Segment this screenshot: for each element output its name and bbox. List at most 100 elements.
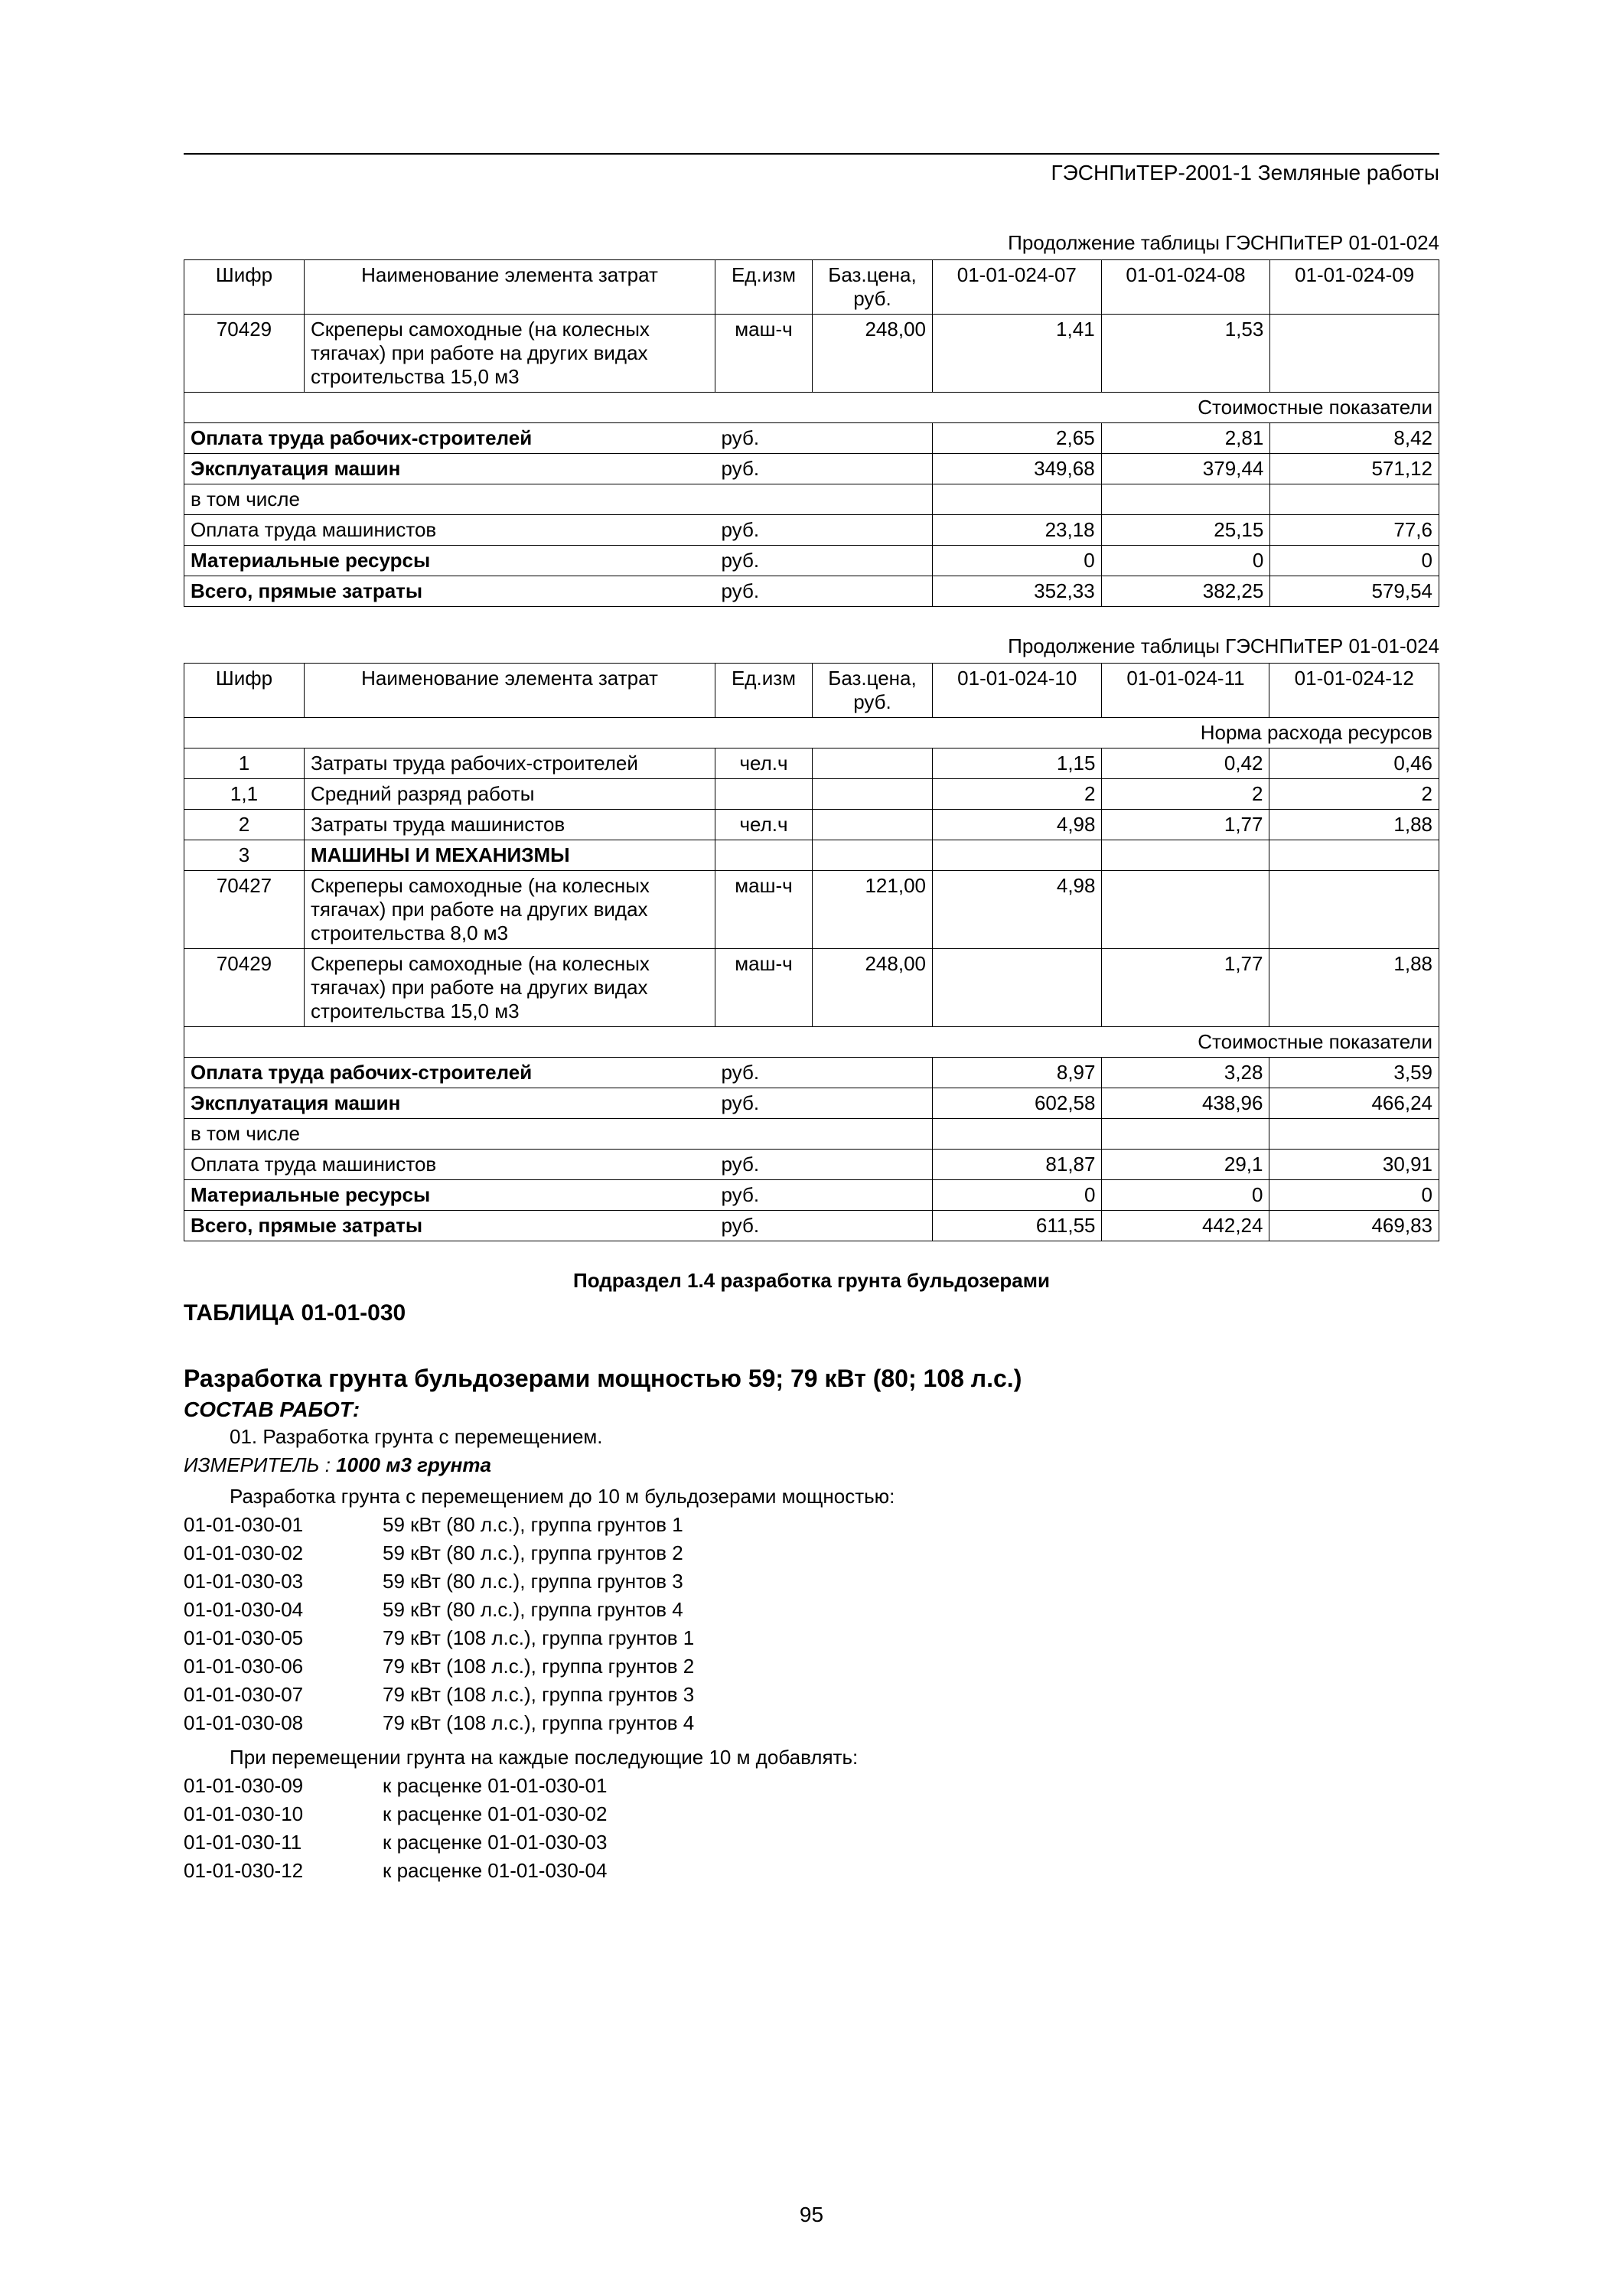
- cost-unit: руб.: [715, 1088, 813, 1119]
- cell-v3: 1,88: [1269, 810, 1439, 840]
- cell-name: Средний разряд работы: [305, 779, 715, 810]
- cell-v2: 1,53: [1101, 315, 1270, 393]
- cost-v2: 438,96: [1102, 1088, 1269, 1119]
- cell-price: [813, 810, 933, 840]
- cell-unit: [715, 840, 813, 871]
- th-price: Баз.цена, руб.: [813, 664, 933, 718]
- th-c2: 01-01-024-11: [1102, 664, 1269, 718]
- code-text: 59 кВт (80 л.с.), группа грунтов 3: [383, 1570, 683, 1593]
- th-c1: 01-01-024-07: [933, 260, 1102, 315]
- cost-v3: 0: [1269, 1180, 1439, 1211]
- cell-v1: 4,98: [933, 871, 1102, 949]
- measure-label: ИЗМЕРИТЕЛЬ :: [184, 1453, 331, 1476]
- cell-name: Скреперы самоходные (на колесных тягачах…: [305, 949, 715, 1027]
- cell-price: 121,00: [813, 871, 933, 949]
- cost-v1: 0: [933, 1180, 1102, 1211]
- cell-price: [813, 779, 933, 810]
- cell-v3: [1269, 871, 1439, 949]
- banner-text: Норма расхода ресурсов: [184, 718, 1439, 748]
- list-intro-1: Разработка грунта с перемещением до 10 м…: [230, 1485, 1439, 1508]
- cost-v1: [933, 484, 1102, 515]
- code-value: 01-01-030-12: [184, 1859, 352, 1883]
- code-value: 01-01-030-07: [184, 1683, 352, 1707]
- cost-name: в том числе: [184, 484, 715, 515]
- cost-v3: 3,59: [1269, 1058, 1439, 1088]
- cost-v1: 349,68: [933, 454, 1102, 484]
- cell-name: Скреперы самоходные (на колесных тягачах…: [305, 871, 715, 949]
- cost-unit: [715, 1119, 813, 1150]
- cost-unit: руб.: [715, 454, 813, 484]
- table2-caption: Продолжение таблицы ГЭСНПиТЕР 01-01-024: [184, 634, 1439, 658]
- code-row: 01-01-030-0459 кВт (80 л.с.), группа гру…: [184, 1598, 1439, 1622]
- banner-text: Стоимостные показатели: [184, 393, 1439, 423]
- code-text: 59 кВт (80 л.с.), группа грунтов 4: [383, 1598, 683, 1622]
- cost-unit: руб.: [715, 546, 813, 576]
- code-row: 01-01-030-11 к расценке 01-01-030-03: [184, 1831, 1439, 1854]
- code-text: 79 кВт (108 л.с.), группа грунтов 4: [383, 1711, 694, 1735]
- cell-v2: [1102, 840, 1269, 871]
- cell-unit: чел.ч: [715, 810, 813, 840]
- cost-v2: [1102, 1119, 1269, 1150]
- cost-v1: 2,65: [933, 423, 1102, 454]
- code-value: 01-01-030-11: [184, 1831, 352, 1854]
- codes-list-1: 01-01-030-0159 кВт (80 л.с.), группа гру…: [184, 1513, 1439, 1735]
- cell-v2: 2: [1102, 779, 1269, 810]
- cost-row: Оплата труда машинистовруб.23,1825,1577,…: [184, 515, 1439, 546]
- cost-v1: 0: [933, 546, 1102, 576]
- cost-v1: 81,87: [933, 1150, 1102, 1180]
- cost-row: Оплата труда рабочих-строителейруб.2,652…: [184, 423, 1439, 454]
- cost-v1: 23,18: [933, 515, 1102, 546]
- code-value: 01-01-030-02: [184, 1541, 352, 1565]
- cost-v2: [1101, 484, 1270, 515]
- code-text: к расценке 01-01-030-03: [383, 1831, 607, 1854]
- th-price: Баз.цена, руб.: [813, 260, 933, 315]
- cost-row: Эксплуатация машинруб.349,68379,44571,12: [184, 454, 1439, 484]
- cost-empty: [813, 1088, 933, 1119]
- cell-v3: 1,88: [1269, 949, 1439, 1027]
- cell-unit: маш-ч: [715, 315, 813, 393]
- cell-shifr: 2: [184, 810, 305, 840]
- cell-v3: 0,46: [1269, 748, 1439, 779]
- cost-unit: руб.: [715, 1180, 813, 1211]
- th-unit: Ед.изм: [715, 260, 813, 315]
- cost-v3: 0: [1270, 546, 1439, 576]
- th-shifr: Шифр: [184, 664, 305, 718]
- cell-v3: 2: [1269, 779, 1439, 810]
- cost-unit: руб.: [715, 515, 813, 546]
- cell-shifr: 1: [184, 748, 305, 779]
- cell-unit: [715, 779, 813, 810]
- cost-v2: 25,15: [1101, 515, 1270, 546]
- code-text: к расценке 01-01-030-04: [383, 1859, 607, 1883]
- cost-name: Эксплуатация машин: [184, 1088, 715, 1119]
- cost-v3: [1269, 1119, 1439, 1150]
- work-item: 01. Разработка грунта с перемещением.: [230, 1425, 1439, 1449]
- cost-v3: 579,54: [1270, 576, 1439, 607]
- code-row: 01-01-030-0159 кВт (80 л.с.), группа гру…: [184, 1513, 1439, 1537]
- table-row: 70427Скреперы самоходные (на колесных тя…: [184, 871, 1439, 949]
- cost-v2: 382,25: [1101, 576, 1270, 607]
- cost-row: Оплата труда рабочих-строителейруб.8,973…: [184, 1058, 1439, 1088]
- cell-shifr: 70429: [184, 949, 305, 1027]
- table-row: 70429Скреперы самоходные (на колесных тя…: [184, 949, 1439, 1027]
- section-title: Разработка грунта бульдозерами мощностью…: [184, 1365, 1439, 1393]
- cell-name: МАШИНЫ И МЕХАНИЗМЫ: [305, 840, 715, 871]
- composition-label: СОСТАВ РАБОТ:: [184, 1397, 1439, 1422]
- cell-v2: 1,77: [1102, 949, 1269, 1027]
- cell-v3: [1269, 840, 1439, 871]
- list-intro-2: При перемещении грунта на каждые последу…: [230, 1746, 1439, 1769]
- code-row: 01-01-030-0879 кВт (108 л.с.), группа гр…: [184, 1711, 1439, 1735]
- cost-v1: [933, 1119, 1102, 1150]
- cost-v3: 469,83: [1269, 1211, 1439, 1241]
- code-value: 01-01-030-03: [184, 1570, 352, 1593]
- table2: Шифр Наименование элемента затрат Ед.изм…: [184, 663, 1439, 1241]
- cost-empty: [813, 484, 933, 515]
- table-row: 1,1Средний разряд работы222: [184, 779, 1439, 810]
- cost-name: Оплата труда машинистов: [184, 1150, 715, 1180]
- th-c2: 01-01-024-08: [1101, 260, 1270, 315]
- table-row: 3МАШИНЫ И МЕХАНИЗМЫ: [184, 840, 1439, 871]
- cell-v1: 2: [933, 779, 1102, 810]
- cost-empty: [813, 1058, 933, 1088]
- code-text: 79 кВт (108 л.с.), группа грунтов 3: [383, 1683, 694, 1707]
- cell-v1: [933, 840, 1102, 871]
- code-row: 01-01-030-10к расценке 01-01-030-02: [184, 1802, 1439, 1826]
